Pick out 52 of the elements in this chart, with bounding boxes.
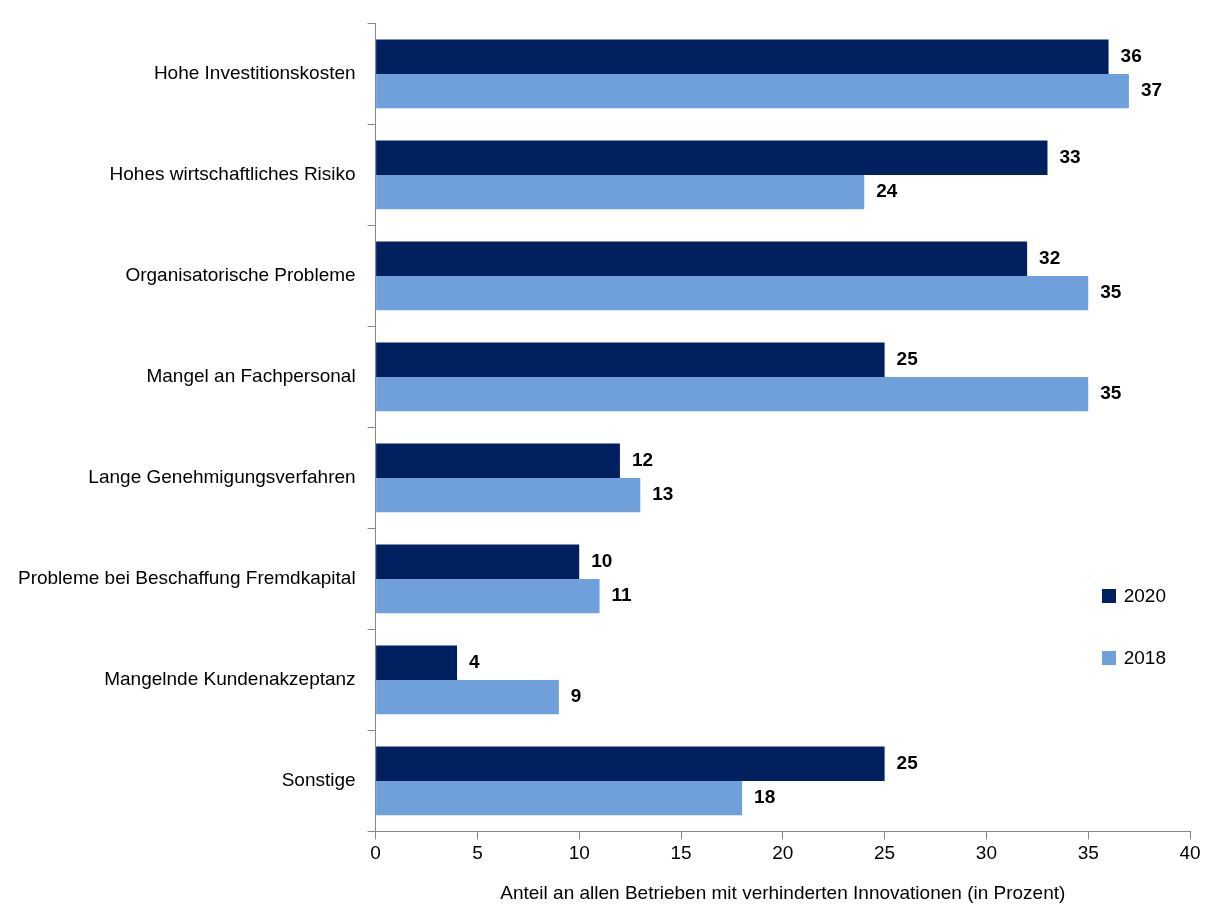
- data-label: 35: [1100, 382, 1122, 404]
- bar: [376, 780, 743, 816]
- x-tick-label: 30: [975, 842, 997, 864]
- y-tick-label: Mangel an Fachpersonal: [146, 365, 356, 387]
- bar: [376, 39, 1109, 74]
- data-label: 12: [631, 448, 654, 470]
- legend-label: 2018: [1123, 647, 1166, 669]
- bar: [376, 679, 559, 715]
- data-label: 9: [570, 685, 582, 707]
- x-tick-label: 15: [670, 842, 692, 864]
- x-axis-title: Anteil an allen Betrieben mit verhinderten Innovationen (in Prozent): [500, 881, 1066, 903]
- data-label: 18: [754, 786, 776, 808]
- bar: [376, 544, 580, 579]
- bar: [376, 477, 641, 513]
- legend-label: 2020: [1123, 585, 1166, 607]
- data-label: 13: [652, 483, 674, 505]
- bar: [376, 746, 885, 781]
- x-tick-label: 25: [874, 842, 896, 864]
- y-tick-label: Organisatorische Probleme: [125, 264, 356, 286]
- data-label: 37: [1140, 79, 1163, 101]
- x-tick-label: 5: [472, 842, 483, 864]
- bar: [376, 275, 1089, 311]
- data-label: 11: [611, 584, 633, 606]
- y-tick-label: Probleme bei Beschaffung Fremdkapital: [17, 567, 356, 589]
- data-label: 25: [896, 751, 919, 773]
- data-label: 24: [876, 180, 898, 202]
- bar: [376, 174, 865, 210]
- x-tick-label: 35: [1077, 842, 1099, 864]
- bar: [376, 578, 600, 614]
- bar: [376, 443, 620, 478]
- bar: [376, 342, 885, 377]
- data-label: 35: [1100, 281, 1122, 303]
- x-tick-label: 10: [568, 842, 590, 864]
- x-tick-label: 20: [772, 842, 794, 864]
- x-tick-label: 0: [370, 842, 381, 864]
- y-tick-label: Hohes wirtschaftliches Risiko: [109, 163, 356, 185]
- data-label: 10: [591, 549, 613, 571]
- y-tick-label: Lange Genehmigungsverfahren: [88, 466, 356, 488]
- y-tick-label: Mangelnde Kundenakzeptanz: [104, 668, 356, 690]
- y-tick-label: Hohe Investitionskosten: [153, 62, 356, 84]
- bar: [376, 73, 1129, 109]
- data-label: 32: [1039, 246, 1061, 268]
- x-tick-label: 40: [1179, 842, 1201, 864]
- bar: [376, 241, 1028, 276]
- bar: [376, 376, 1089, 412]
- bar: [376, 645, 458, 680]
- data-label: 4: [469, 650, 481, 672]
- data-label: 25: [896, 347, 919, 369]
- data-label: 36: [1120, 44, 1142, 66]
- data-label: 33: [1059, 145, 1081, 167]
- bar: [376, 140, 1048, 175]
- y-tick-label: Sonstige: [281, 769, 356, 791]
